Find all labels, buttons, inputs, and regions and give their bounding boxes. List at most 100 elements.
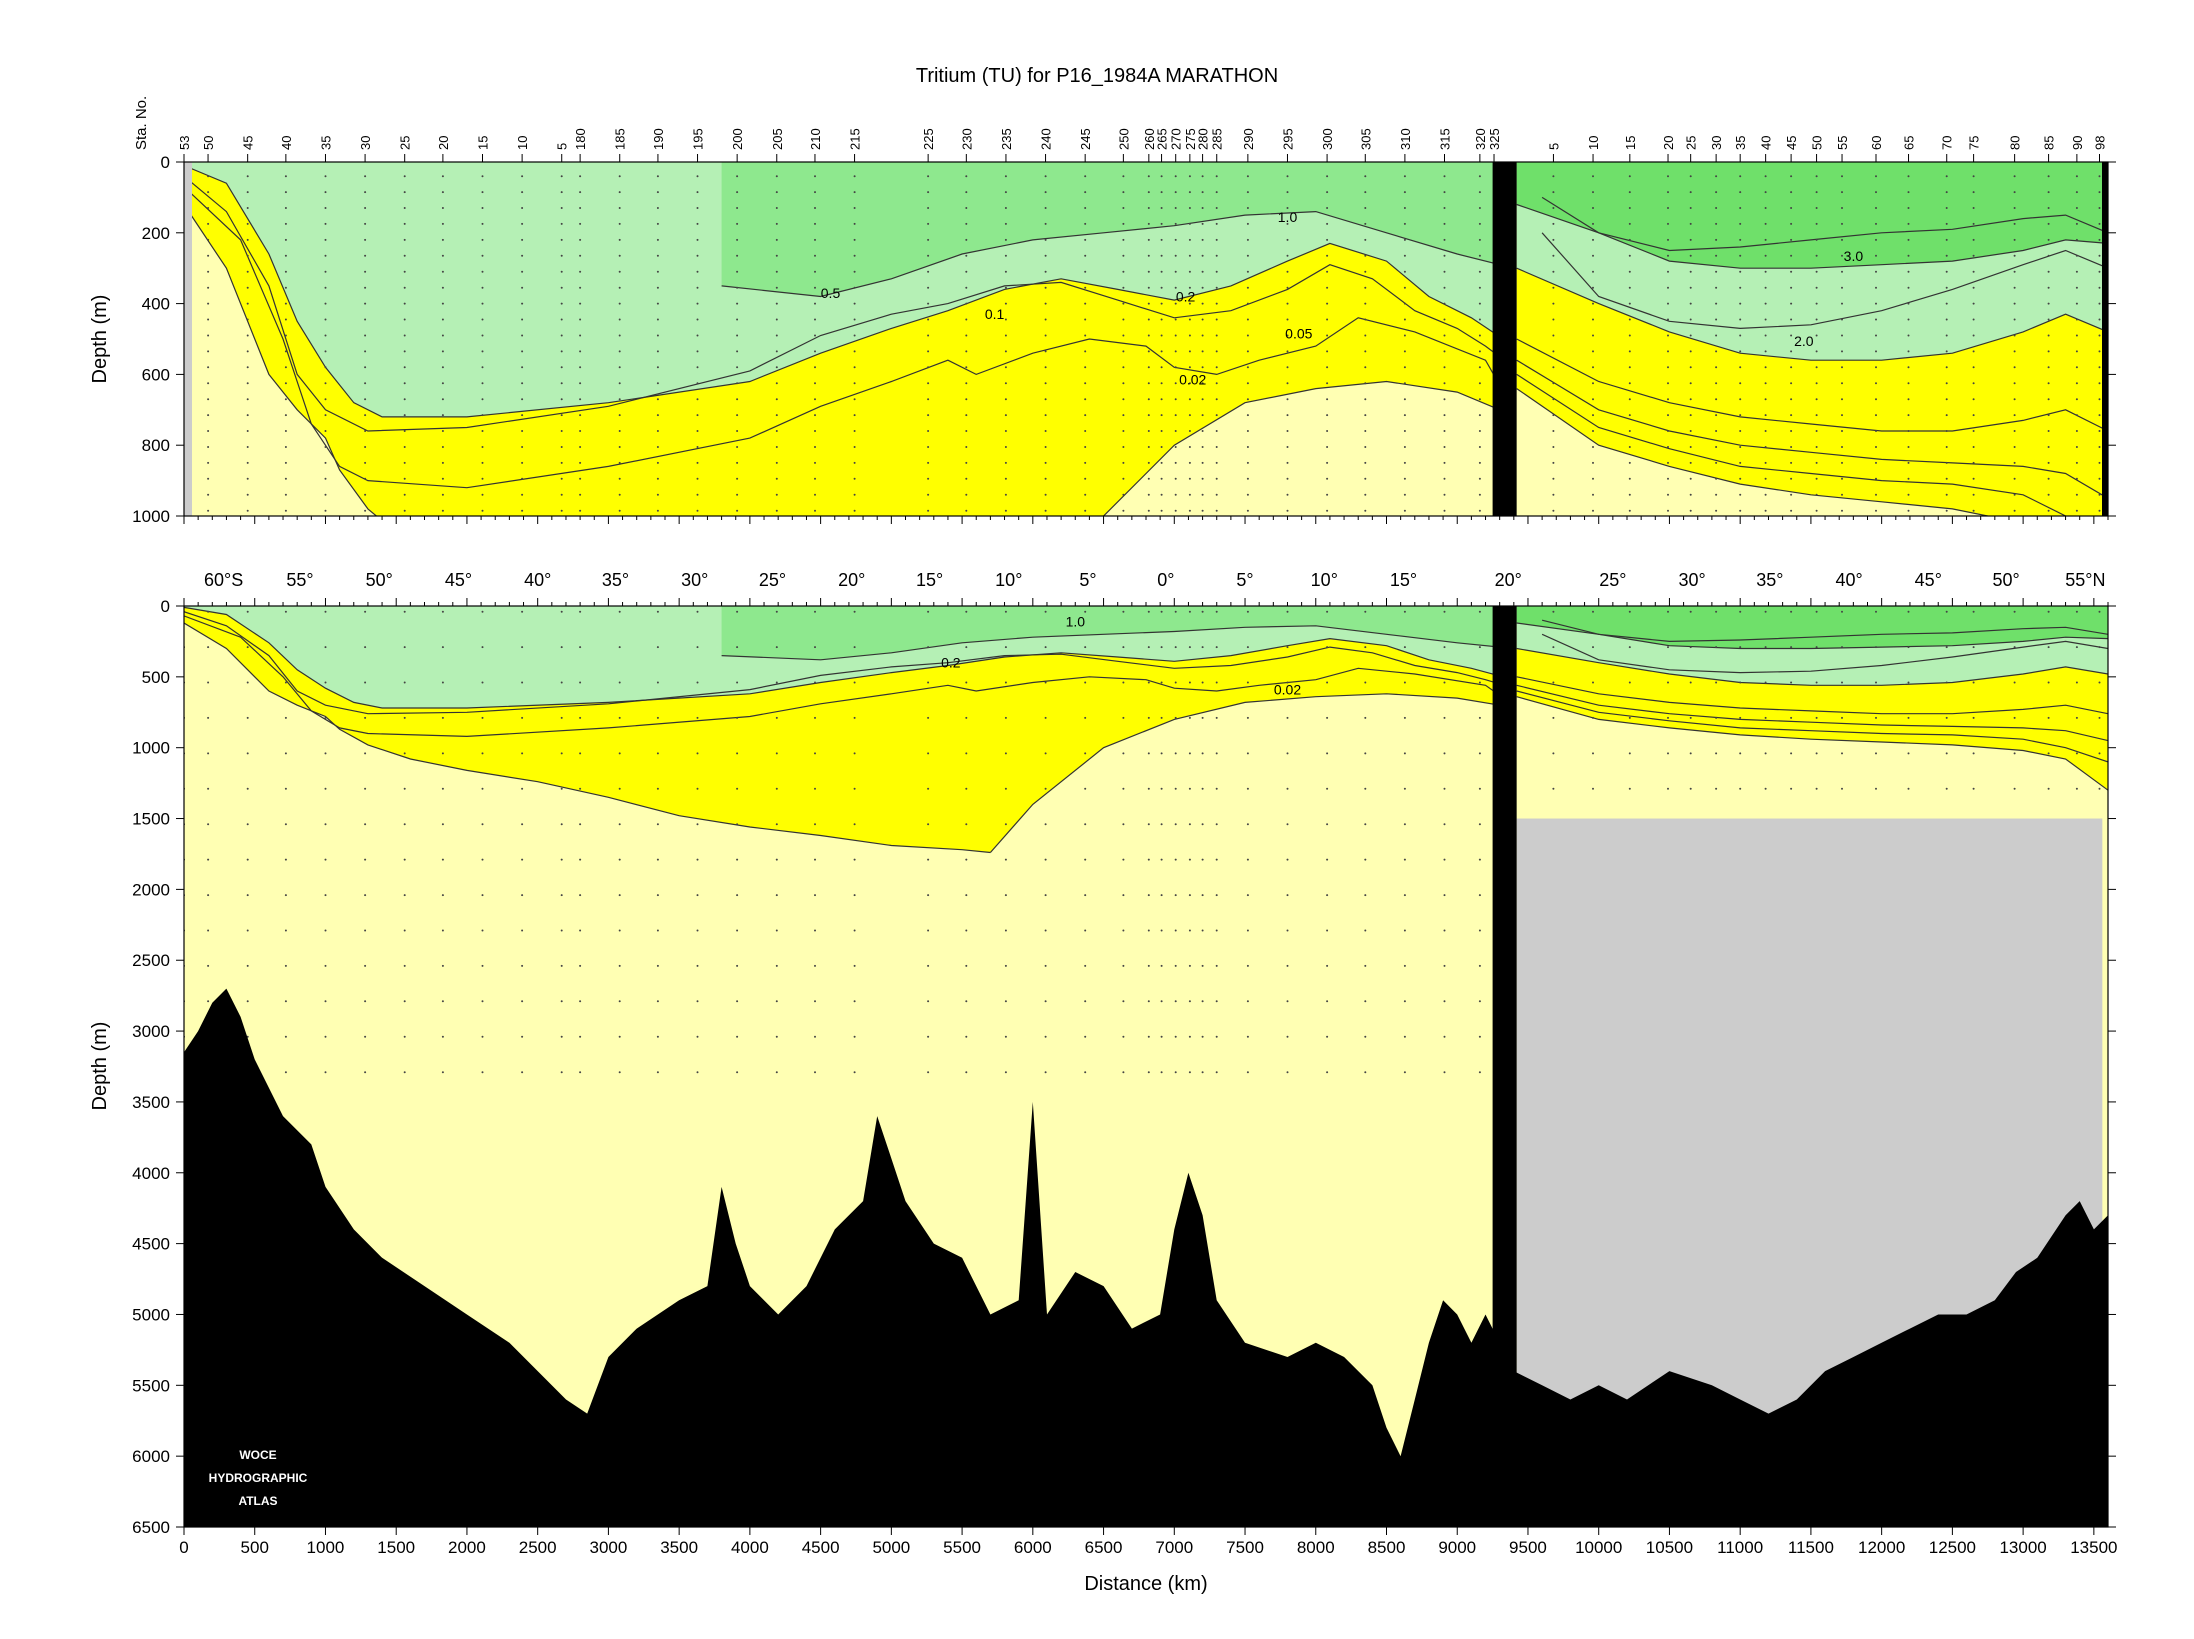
upper-sample-dot [1443, 175, 1446, 178]
upper-contour-n02 [1516, 338, 2108, 432]
lower-sample-dot [927, 1071, 930, 1074]
upper-ytick-label: 400 [142, 295, 170, 314]
lower-sample-dot [1403, 1000, 1406, 1003]
upper-sample-dot [1364, 302, 1367, 305]
upper-sample-dot [1764, 175, 1767, 178]
lower-sample-dot [1667, 646, 1669, 649]
upper-sample-dot [696, 286, 699, 289]
upper-sample-dot [1715, 254, 1718, 257]
upper-sample-dot [1084, 430, 1087, 432]
upper-sample-dot [1764, 477, 1767, 480]
lower-sample-dot [579, 646, 582, 649]
upper-sample-dot [324, 238, 327, 241]
upper-sample-dot [1739, 461, 1742, 464]
upper-sample-dot [1201, 334, 1204, 337]
lower-sample-dot [1689, 716, 1692, 719]
lower-sample-dot [814, 610, 816, 613]
upper-sample-dot [656, 366, 659, 369]
upper-sample-dot [1160, 477, 1163, 480]
lower-sample-dot [814, 646, 816, 649]
upper-sample-dot [1364, 207, 1367, 209]
station-label: 285 [1210, 128, 1225, 150]
upper-sample-dot [560, 191, 563, 194]
lower-sample-dot [441, 681, 444, 684]
lower-sample-dot [1478, 823, 1481, 826]
upper-sample-dot [1875, 493, 1877, 496]
lower-sample-dot [1326, 1035, 1329, 1038]
lower-sample-dot [1160, 716, 1163, 719]
upper-sample-dot [1592, 286, 1594, 289]
upper-sample-dot [1044, 334, 1047, 337]
upper-sample-dot [1364, 493, 1367, 496]
lower-sample-dot [853, 894, 856, 897]
lower-sample-dot [618, 894, 621, 897]
lower-sample-dot [775, 716, 778, 719]
upper-sample-dot [207, 334, 210, 337]
lower-sample-dot [1443, 823, 1446, 826]
lower-sample-dot [579, 964, 582, 967]
upper-sample-dot [696, 414, 699, 417]
upper-sample-dot [1326, 350, 1329, 353]
upper-sample-dot [1004, 509, 1007, 512]
upper-sample-dot [246, 366, 249, 369]
upper-sample-dot [1403, 430, 1406, 432]
upper-sample-dot [324, 270, 327, 273]
upper-sample-dot [1160, 254, 1163, 257]
upper-sample-dot [324, 175, 327, 178]
lower-sample-dot [246, 823, 249, 826]
upper-sample-dot [1188, 398, 1191, 401]
lower-sample-dot [2075, 681, 2078, 684]
lower-sample-dot [1945, 752, 1948, 755]
lower-sample-dot [1215, 964, 1218, 967]
lower-sample-dot [1326, 964, 1329, 967]
upper-sample-dot [2098, 461, 2101, 464]
upper-sample-dot [736, 302, 739, 305]
upper-sample-dot [696, 191, 699, 194]
upper-sample-dot [1667, 366, 1669, 369]
upper-sample-dot [656, 350, 659, 353]
lower-sample-dot [1215, 929, 1218, 932]
lower-sample-dot [1945, 787, 1948, 790]
lower-sample-dot [1215, 646, 1218, 649]
upper-sample-dot [853, 509, 856, 512]
upper-sample-dot [1147, 350, 1150, 353]
lower-sample-dot [1907, 787, 1910, 790]
lower-sample-dot [775, 752, 778, 755]
upper-sample-dot [1403, 461, 1406, 464]
lower-gap-barrier [1492, 606, 1517, 1527]
lower-sample-dot [696, 894, 699, 897]
lower-sample-dot [965, 787, 968, 790]
upper-sample-dot [1160, 382, 1163, 385]
upper-sample-dot [1875, 350, 1877, 353]
upper-sample-dot [324, 334, 327, 337]
lower-sample-dot [1815, 752, 1818, 755]
upper-sample-dot [1841, 270, 1843, 273]
lower-sample-dot [1478, 752, 1481, 755]
upper-sample-dot [1326, 493, 1329, 496]
upper-sample-dot [284, 382, 287, 385]
upper-sample-dot [1689, 493, 1692, 496]
lower-sample-dot [1122, 823, 1125, 826]
upper-sample-dot [1147, 461, 1150, 464]
lower-sample-dot [1201, 752, 1204, 755]
upper-sample-dot [775, 398, 778, 401]
upper-sample-dot [1907, 477, 1910, 480]
lower-sample-dot [1147, 823, 1150, 826]
upper-sample-dot [1628, 461, 1631, 464]
upper-sample-dot [2047, 430, 2050, 432]
upper-sample-dot [2013, 270, 2016, 273]
upper-sample-dot [1215, 286, 1218, 289]
upper-sample-dot [207, 222, 210, 225]
upper-sample-dot [481, 175, 484, 178]
lower-sample-dot [696, 752, 699, 755]
lower-sample-dot [1326, 787, 1329, 790]
upper-sample-dot [736, 430, 739, 432]
upper-sample-dot [1364, 382, 1367, 385]
lower-sample-dot [656, 610, 659, 613]
upper-sample-dot [2075, 430, 2078, 432]
upper-contour-n05 [1516, 267, 2108, 361]
upper-sample-dot [1552, 382, 1555, 385]
upper-sample-dot [1443, 414, 1446, 417]
upper-sample-dot [1689, 430, 1692, 432]
upper-sample-dot [1689, 350, 1692, 353]
